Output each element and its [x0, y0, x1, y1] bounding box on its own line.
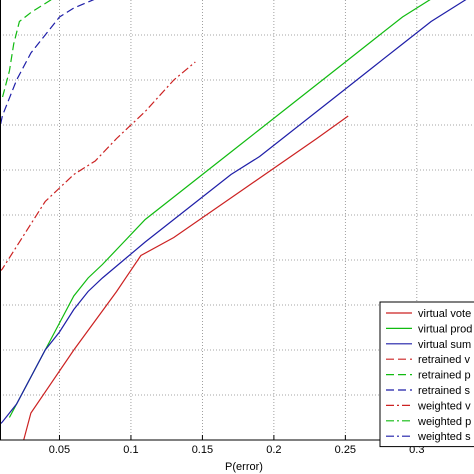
x-tick-label: 0.15 — [192, 444, 213, 456]
x-axis-label: P(error) — [225, 461, 263, 473]
legend-box — [379, 301, 474, 448]
legend-label: retrained s — [418, 385, 470, 397]
legend-label: weighted p — [417, 416, 471, 428]
x-tick-label: 0.05 — [49, 444, 70, 456]
legend-label: weighted s — [417, 431, 471, 443]
x-tick-label: 0.25 — [335, 444, 356, 456]
legend-label: virtual sum — [418, 339, 471, 351]
x-axis-ticks: 0.05 0.1 0.15 0.2 0.25 0.3 — [49, 444, 425, 456]
series-line-virtual-vote — [23, 115, 349, 441]
legend: virtual vote virtual prod virtual sum retra… — [379, 301, 474, 448]
series-line-weighted-vote — [0, 61, 196, 272]
legend-label: virtual vote — [418, 308, 471, 320]
legend-label: virtual prod — [418, 323, 472, 335]
series-line-retrained-sum — [0, 0, 95, 131]
legend-label: retrained v — [418, 354, 470, 366]
legend-label: retrained p — [418, 370, 471, 382]
series-line-virtual-sum — [0, 0, 467, 425]
series-line-virtual-prod — [8, 0, 431, 418]
series-group — [0, 0, 467, 441]
series-line-retrained-prod — [0, 0, 52, 102]
x-tick-label: 0.1 — [123, 444, 138, 456]
x-tick-label: 0.2 — [266, 444, 281, 456]
legend-label: weighted v — [417, 400, 471, 412]
